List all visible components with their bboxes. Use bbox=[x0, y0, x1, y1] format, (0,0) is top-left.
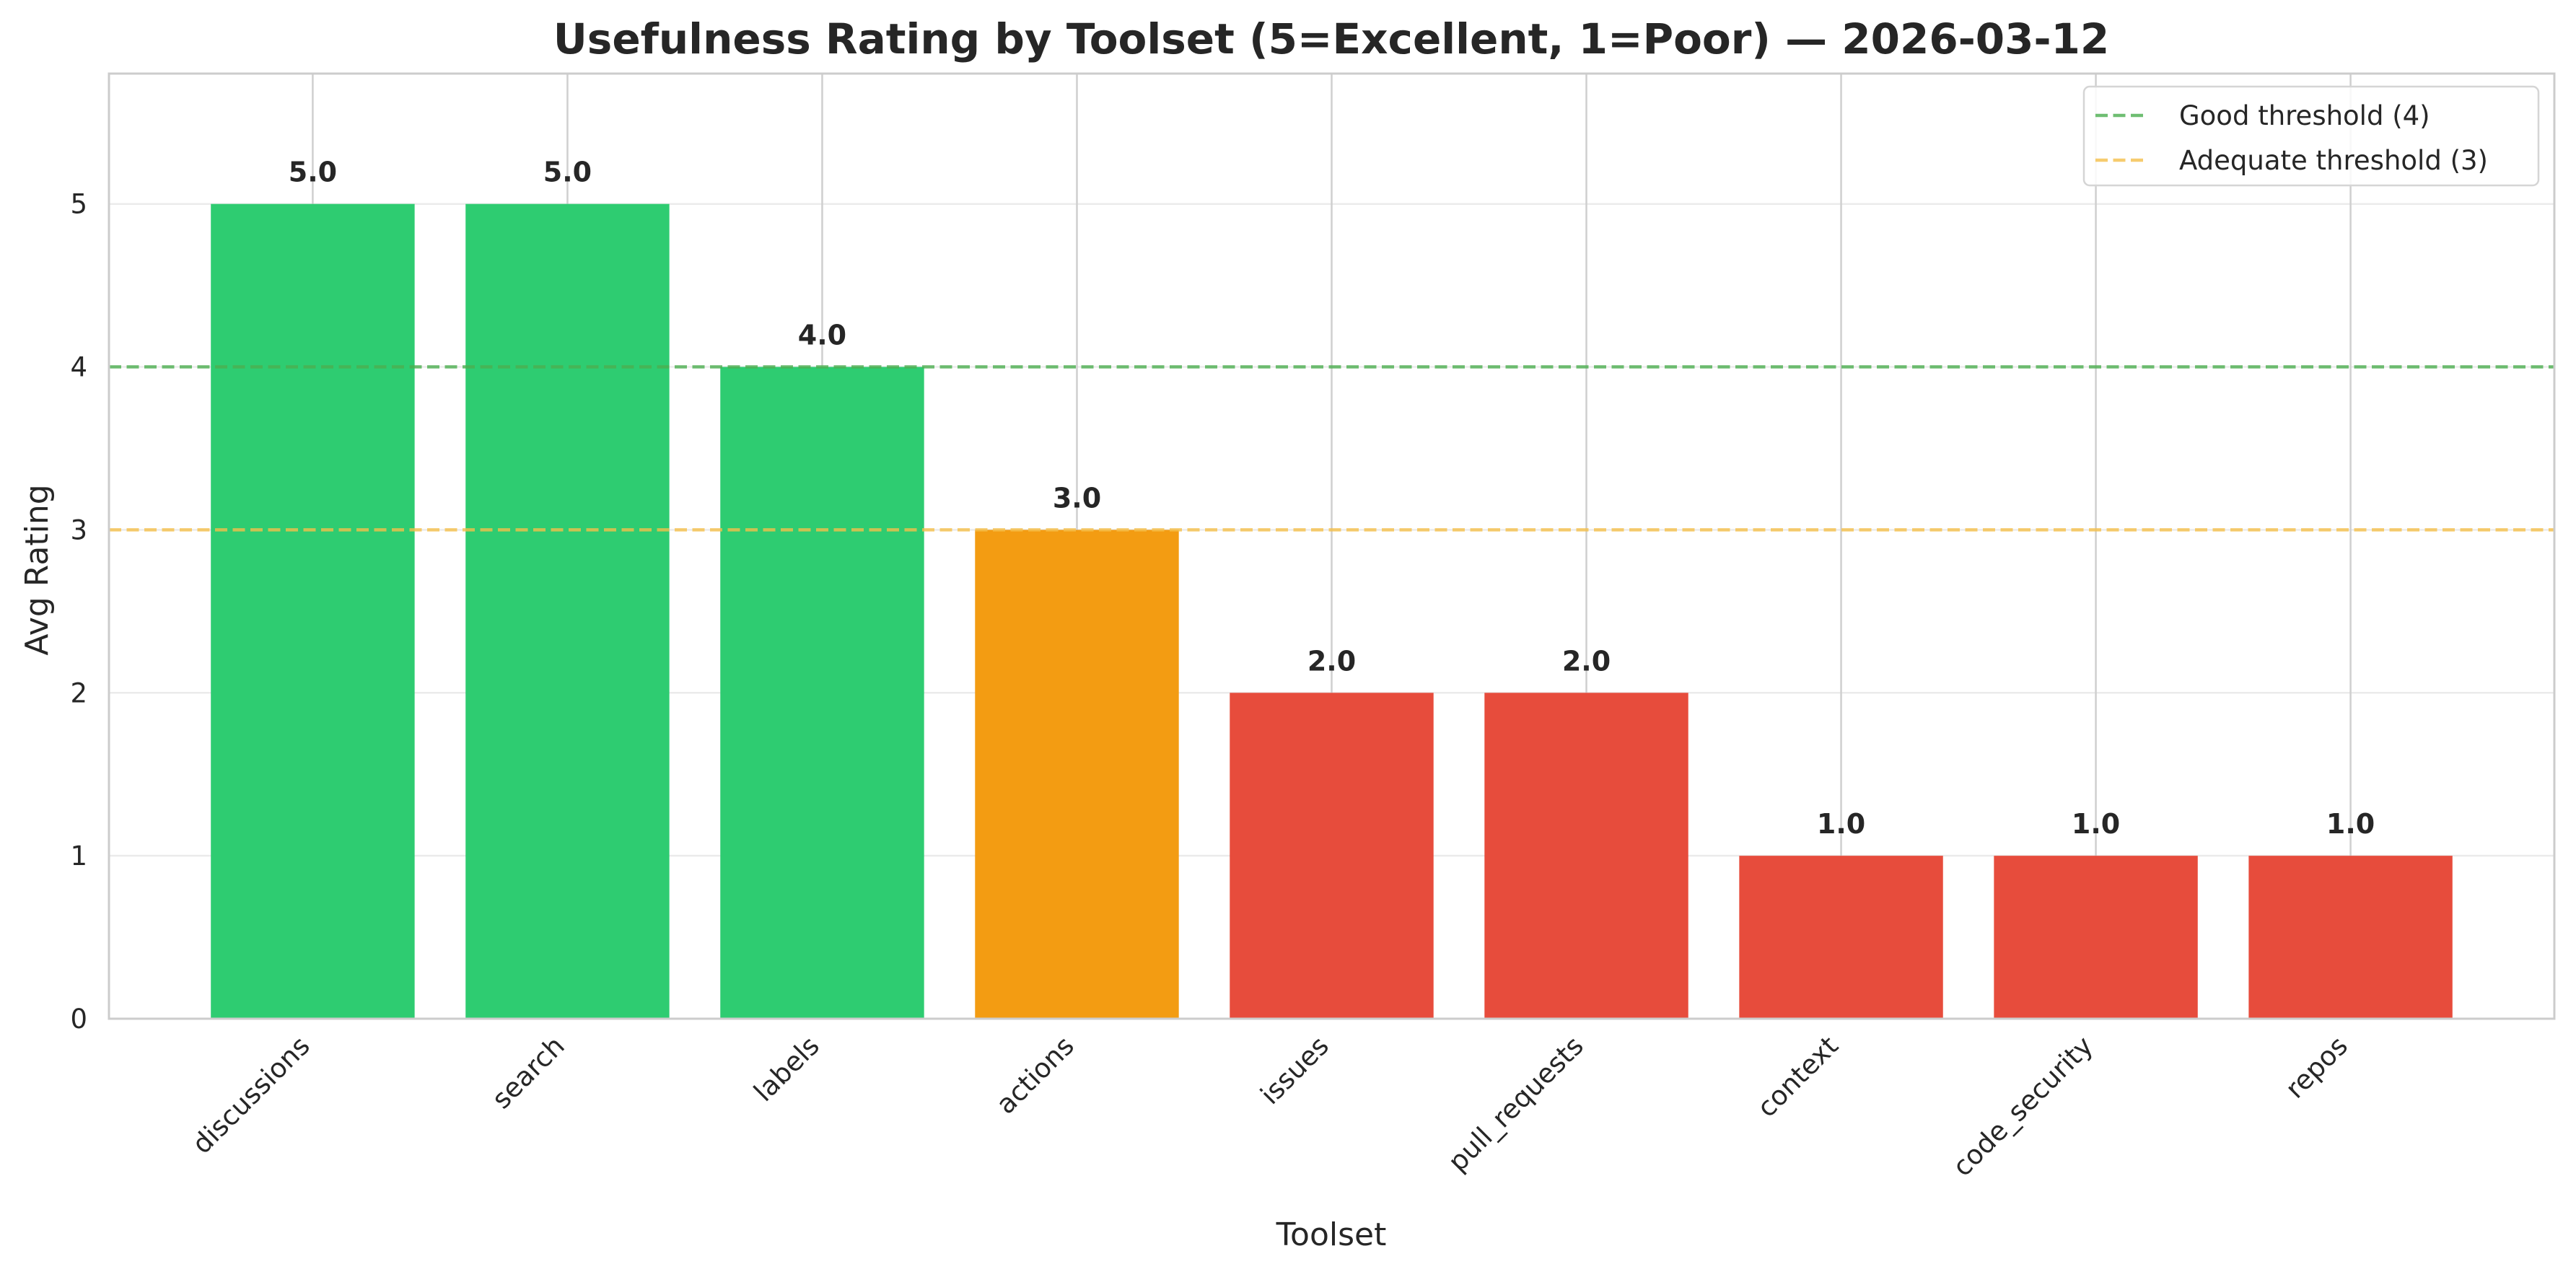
y-tick-label-5: 5 bbox=[70, 189, 87, 220]
bar-value-label-discussions: 5.0 bbox=[289, 157, 337, 188]
legend-label-0: Good threshold (4) bbox=[2179, 100, 2430, 131]
bar-issues bbox=[1230, 693, 1434, 1019]
y-tick-label-0: 0 bbox=[70, 1004, 87, 1035]
x-axis-title: Toolset bbox=[1276, 1216, 1387, 1253]
bars bbox=[211, 203, 2453, 1019]
bar-search bbox=[465, 203, 670, 1019]
bar-value-label-pull_requests: 2.0 bbox=[1562, 645, 1611, 677]
bar-value-labels: 5.0 5.0 4.0 3.0 2.0 2.0 1.0 1.0 1.0 bbox=[289, 157, 2375, 840]
bar-pull_requests bbox=[1484, 693, 1688, 1019]
bar-value-label-context: 1.0 bbox=[1817, 808, 1865, 840]
y-tick-label-1: 1 bbox=[70, 841, 87, 872]
bar-value-label-search: 5.0 bbox=[543, 157, 592, 188]
legend-label-1: Adequate threshold (3) bbox=[2179, 145, 2488, 176]
y-axis-title: Avg Rating bbox=[19, 484, 56, 655]
legend: Good threshold (4) Adequate threshold (3) bbox=[2082, 85, 2540, 187]
plot-frame bbox=[108, 72, 2556, 1020]
legend-box bbox=[2082, 85, 2540, 187]
bar-discussions bbox=[211, 203, 415, 1019]
y-axis-ticks: 0 1 2 3 4 5 bbox=[70, 189, 87, 1035]
bar-value-label-issues: 2.0 bbox=[1307, 645, 1356, 677]
bar-value-label-labels: 4.0 bbox=[798, 320, 846, 351]
bar-actions bbox=[975, 530, 1179, 1019]
chart-title: Usefulness Rating by Toolset (5=Excellen… bbox=[553, 14, 2110, 63]
threshold-lines bbox=[109, 365, 2554, 532]
bar-value-label-repos: 1.0 bbox=[2326, 808, 2375, 840]
bar-labels bbox=[720, 367, 924, 1019]
y-tick-label-3: 3 bbox=[70, 514, 87, 545]
bar-value-label-code_security: 1.0 bbox=[2072, 808, 2120, 840]
bar-value-label-actions: 3.0 bbox=[1053, 482, 1101, 514]
bar-code_security bbox=[1994, 856, 2198, 1019]
y-tick-label-2: 2 bbox=[70, 677, 87, 708]
bar-context bbox=[1739, 856, 1943, 1019]
bar-repos bbox=[2248, 856, 2453, 1019]
y-tick-label-4: 4 bbox=[70, 352, 87, 383]
